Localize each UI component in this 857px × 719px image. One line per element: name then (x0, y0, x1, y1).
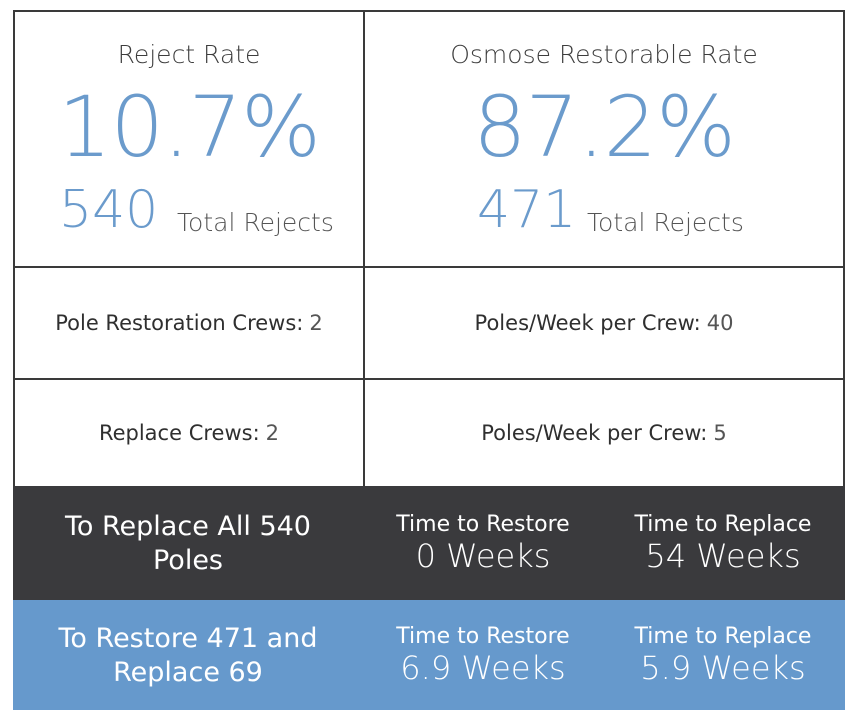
restore-replace-label-line1: To Restore 471 and (58, 623, 318, 654)
restoration-crews-cell: Pole Restoration Crews: 2 (13, 266, 365, 380)
replace-crews-value: 2 (265, 421, 280, 445)
replace-all-restore-value: 0 Weeks (415, 537, 551, 575)
reject-rate-value: 10.7% (58, 78, 321, 176)
restore-replace-replace-heading: Time to Replace (634, 624, 812, 649)
replace-crews-label: Replace Crews: (98, 421, 260, 445)
osmose-total-label: Total Rejects (587, 208, 744, 237)
osmose-restorable-value: 87.2% (473, 78, 736, 176)
restore-replace-band: To Restore 471 and Replace 69 Time to Re… (13, 600, 845, 710)
replace-crews-cell: Replace Crews: 2 (13, 378, 365, 488)
restoration-crews-label: Pole Restoration Crews: (55, 311, 304, 335)
replace-all-replace-col: Time to Replace 54 Weeks (611, 512, 835, 575)
restore-replace-restore-heading: Time to Restore (396, 624, 570, 649)
restore-replace-label-line2: Replace 69 (113, 657, 263, 688)
reject-rate-title: Reject Rate (117, 40, 261, 69)
replace-all-band: To Replace All 540 Poles Time to Restore… (13, 486, 845, 600)
replace-all-restore-heading: Time to Restore (396, 512, 570, 537)
restoration-rate-value: 40 (706, 311, 734, 335)
restore-replace-label: To Restore 471 and Replace 69 (13, 622, 363, 690)
replace-rate-label: Poles/Week per Crew: (481, 421, 708, 445)
replace-all-label-line1: To Replace All 540 (65, 511, 311, 542)
restore-replace-restore-value: 6.9 Weeks (400, 649, 566, 687)
replace-all-label-line2: Poles (152, 545, 224, 576)
replace-rate-cell: Poles/Week per Crew: 5 (363, 378, 845, 488)
restoration-crews-text: Pole Restoration Crews: 2 (15, 268, 363, 378)
restoration-rate-cell: Poles/Week per Crew: 40 (363, 266, 845, 380)
replace-all-label: To Replace All 540 Poles (13, 510, 363, 578)
restore-replace-replace-col: Time to Replace 5.9 Weeks (611, 624, 835, 687)
osmose-total-count: 471 (477, 180, 577, 240)
replace-rate-text: Poles/Week per Crew: 5 (365, 380, 843, 486)
osmose-restorable-title: Osmose Restorable Rate (450, 40, 758, 69)
replace-crews-text: Replace Crews: 2 (15, 380, 363, 486)
osmose-restorable-card: Osmose Restorable Rate 87.2% 471 Total R… (363, 10, 845, 268)
restoration-rate-label: Poles/Week per Crew: (474, 311, 701, 335)
reject-rate-card: Reject Rate 10.7% 540 Total Rejects (13, 10, 365, 268)
replace-all-restore-col: Time to Restore 0 Weeks (373, 512, 593, 575)
restore-replace-restore-col: Time to Restore 6.9 Weeks (373, 624, 593, 687)
replace-all-replace-heading: Time to Replace (634, 512, 812, 537)
dashboard-grid: Reject Rate 10.7% 540 Total Rejects Osmo… (13, 10, 845, 710)
reject-total-count: 540 (59, 180, 159, 240)
replace-rate-value: 5 (713, 421, 727, 445)
reject-total-label: Total Rejects (177, 208, 334, 237)
restore-replace-replace-value: 5.9 Weeks (640, 649, 806, 687)
restoration-rate-text: Poles/Week per Crew: 40 (365, 268, 843, 378)
replace-all-replace-value: 54 Weeks (645, 537, 801, 575)
restoration-crews-value: 2 (309, 311, 323, 335)
